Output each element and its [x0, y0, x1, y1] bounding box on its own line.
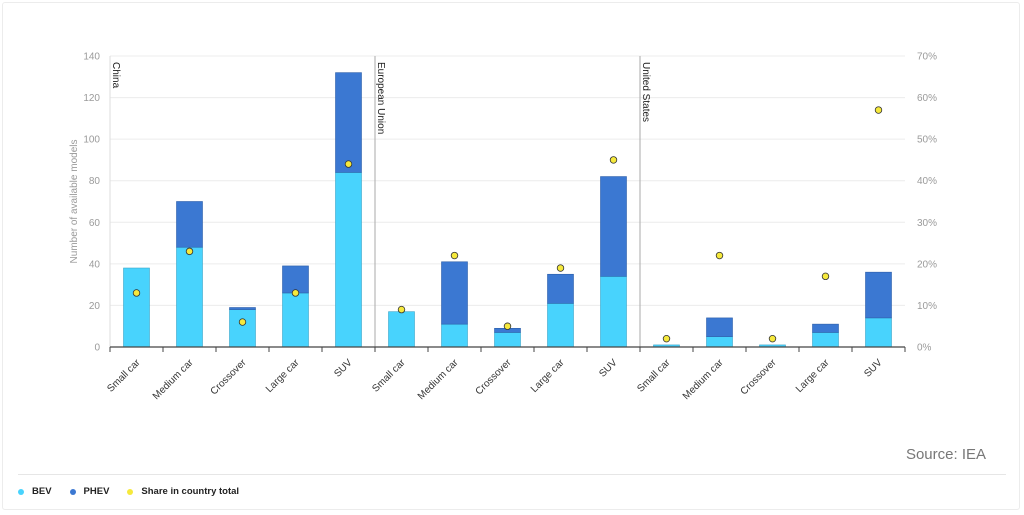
x-tick-label: Crossover [739, 357, 779, 397]
bev-swatch [18, 488, 24, 495]
y-tick-label: 60 [89, 218, 101, 229]
bar-phev [600, 176, 627, 277]
y-tick-label: 100 [83, 135, 100, 146]
y-axis-label: Number of available models [69, 140, 80, 264]
y2-tick-label: 20% [917, 259, 937, 270]
y-tick-label: 0 [94, 343, 100, 354]
bar-bev [176, 246, 203, 348]
x-tick-label: Large car [529, 357, 567, 395]
share-point [556, 264, 565, 272]
bar-bev [123, 267, 150, 348]
bar-bev [441, 323, 468, 348]
share-point [132, 289, 141, 297]
y-tick-label: 20 [89, 301, 101, 312]
legend-label: PHEV [83, 486, 110, 497]
bar-phev [441, 261, 468, 325]
share-point [397, 305, 406, 314]
y-tick-label: 120 [83, 93, 100, 104]
y-tick-label: 40 [89, 259, 101, 270]
x-tick-label: Medium car [681, 357, 726, 402]
bar-bev [335, 172, 362, 348]
x-tick-label: Large car [794, 357, 832, 395]
legend-label: Share in country total [141, 486, 240, 497]
y-tick-label: 140 [83, 52, 100, 63]
x-tick-label: Large car [264, 357, 302, 395]
bar-bev [282, 292, 309, 348]
share-point [715, 251, 724, 260]
legend-label: BEV [32, 486, 52, 497]
y-tick-label: 80 [89, 176, 101, 187]
x-tick-label: Small car [635, 357, 673, 395]
x-tick-label: SUV [862, 357, 885, 380]
chart: 0 20 40 60 80 100 120 140 0% 10% 20% 30% 40% 50% 60% 70… [69, 52, 937, 403]
share-point [503, 322, 512, 330]
divider [18, 474, 1006, 475]
region-label: China [110, 62, 121, 89]
bar-phev [865, 271, 892, 319]
x-tick-label: SUV [332, 357, 355, 380]
source-label: Source: IEA [905, 446, 986, 463]
bar-bev [706, 336, 733, 348]
x-tick-label: Crossover [209, 357, 249, 397]
share-point [185, 247, 194, 256]
bar-bev [865, 317, 892, 348]
x-tick-label: Medium car [151, 357, 196, 402]
bar-bev [547, 303, 574, 348]
y2-tick-label: 60% [917, 93, 937, 104]
legend-item-share[interactable]: Share in country total [127, 486, 239, 497]
y2-tick-label: 40% [917, 176, 937, 187]
bar-phev [547, 273, 574, 304]
share-point [238, 318, 247, 326]
share-point [291, 289, 300, 297]
share-swatch [127, 488, 134, 495]
x-tick-label: Small car [370, 357, 408, 395]
legend-item-bev[interactable]: BEV [18, 486, 52, 497]
share-point [662, 334, 671, 343]
y2-tick-label: 0% [917, 343, 932, 354]
y2-tick-label: 50% [917, 135, 937, 146]
legend-item-phev[interactable]: PHEV [69, 486, 110, 497]
bar-phev [176, 201, 203, 248]
x-tick-label: Crossover [474, 357, 514, 397]
y2-tick-label: 30% [917, 218, 937, 229]
share-point [609, 156, 618, 164]
x-tick-label: Small car [105, 357, 143, 395]
bar-bev [600, 276, 627, 348]
y2-tick-label: 70% [917, 52, 937, 63]
x-tick-label: Medium car [416, 357, 461, 402]
x-tick-label: SUV [597, 357, 620, 380]
y2-tick-label: 10% [917, 301, 937, 312]
region-label: United States [640, 62, 651, 122]
share-point [821, 272, 830, 281]
bar-bev [812, 332, 839, 348]
bar-bev [494, 332, 521, 348]
bar-phev [812, 323, 839, 333]
bar-phev [282, 265, 309, 294]
share-point [768, 334, 777, 343]
share-point [450, 251, 459, 260]
bar-bev [229, 309, 256, 348]
region-label: European Union [375, 62, 386, 134]
bar-phev [229, 307, 256, 310]
share-point [344, 160, 353, 168]
bar-phev [335, 72, 362, 173]
bar-phev [706, 317, 733, 337]
legend: BEV PHEV Share in country total [18, 486, 239, 497]
share-point [874, 106, 883, 114]
bar-bev [388, 311, 415, 348]
phev-swatch [69, 488, 76, 495]
